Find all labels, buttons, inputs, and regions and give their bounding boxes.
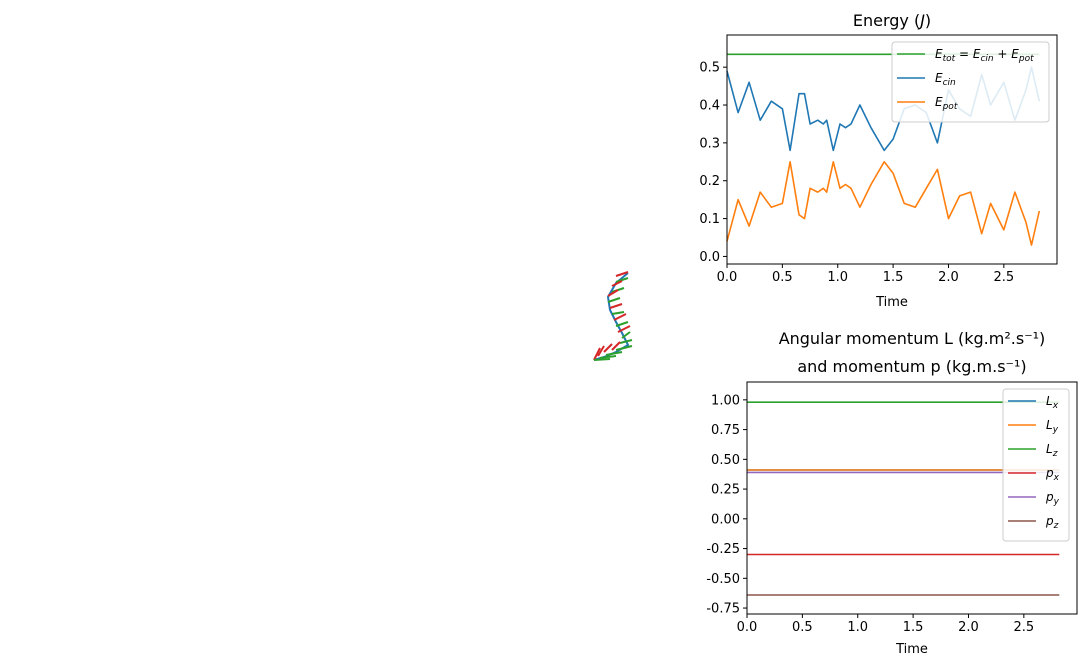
- energy-x-tick-label: 2.0: [938, 270, 959, 285]
- energy-chart: Energy (J) 0.0 0.5 1.0 1.5 2.0 2.50.00.10.20.…: [699, 11, 1058, 310]
- momentum-legend: Lx​ Ly​ Lz​ px​ py​ pz​: [1002, 388, 1070, 542]
- energy-x-tick-label: 0.0: [717, 270, 738, 285]
- momentum-x-tick-label: 0.0: [737, 620, 758, 635]
- chain-frame-vectors: [593, 271, 633, 361]
- energy-y-tick-label: 0.1: [699, 212, 720, 227]
- momentum-legend-label: py​: [1045, 490, 1060, 507]
- momentum-x-tick-label: 2.5: [1014, 620, 1035, 635]
- momentum-legend-label: Lx​: [1046, 394, 1059, 411]
- momentum-legend-box: [1002, 388, 1070, 542]
- momentum-chart-title-line2: and momentum p (kg.m.s⁻¹): [797, 357, 1026, 376]
- energy-x-tick-label: 1.0: [827, 270, 848, 285]
- momentum-legend-label: pz​: [1045, 514, 1059, 531]
- momentum-x-tick-label: 2.0: [958, 620, 979, 635]
- momentum-x-tick-label: 1.5: [903, 620, 924, 635]
- momentum-x-tick-label: 1.0: [847, 620, 868, 635]
- energy-legend: Etot​ = Ecin​ + Epot​ Ecin​ Epot​: [891, 41, 1050, 123]
- momentum-y-tick-label: 0.25: [711, 483, 740, 498]
- energy-x-tick-label: 2.5: [994, 270, 1015, 285]
- energy-legend-label: Ecin​: [935, 71, 956, 88]
- energy-axis-ticks: 0.0 0.5 1.0 1.5 2.0 2.5 0.0 0.1 0.2 0.3 0.4 0.5: [699, 61, 1014, 285]
- momentum-legend-label: Ly​: [1046, 418, 1059, 435]
- momentum-axis-ticks: 0.0 0.5 1.0 1.5 2.0 2.5 1.00 0.75 0.50 0.25 0.00 -0…: [706, 393, 1034, 635]
- momentum-y-tick-label: 0.50: [711, 453, 740, 468]
- energy-series-line: [726, 161, 1041, 246]
- energy-y-tick-label: 0.0: [699, 250, 720, 265]
- momentum-y-tick-label: 1.00: [711, 393, 740, 408]
- energy-y-tick-label: 0.4: [699, 99, 720, 114]
- energy-x-tick-label: 1.5: [883, 270, 904, 285]
- momentum-legend-label: Lz​: [1046, 442, 1058, 459]
- chain-3d-render: [593, 271, 633, 361]
- energy-axes-frame: [726, 34, 1058, 265]
- momentum-y-tick-label: 0.00: [711, 512, 740, 527]
- momentum-x-axis-label: Time: [895, 642, 928, 657]
- energy-chart-title: Energy (J): [853, 11, 931, 30]
- momentum-x-tick-label: 0.5: [792, 620, 813, 635]
- momentum-y-tick-label: 0.75: [711, 423, 740, 438]
- energy-y-tick-label: 0.2: [699, 174, 720, 189]
- energy-legend-label: Epot​: [935, 95, 958, 112]
- energy-legend-box: [891, 41, 1050, 123]
- energy-x-axis-label: Time: [875, 295, 908, 310]
- energy-x-tick-label: 0.5: [772, 270, 793, 285]
- momentum-legend-label: px​: [1045, 466, 1060, 483]
- momentum-axes-frame: [746, 381, 1078, 615]
- energy-y-tick-label: 0.3: [699, 136, 720, 151]
- momentum-chart-title-line1: Angular momentum L (kg.m².s⁻¹): [779, 329, 1046, 348]
- energy-y-tick-label: 0.5: [699, 61, 720, 76]
- momentum-y-tick-label: -0.75: [706, 602, 740, 617]
- momentum-y-tick-label: -0.50: [706, 572, 740, 587]
- energy-legend-label: Etot​ = Ecin​ + Epot​: [935, 47, 1034, 64]
- momentum-y-tick-label: -0.25: [706, 542, 740, 557]
- momentum-chart: Angular momentum L (kg.m².s⁻¹) and momen…: [706, 329, 1078, 657]
